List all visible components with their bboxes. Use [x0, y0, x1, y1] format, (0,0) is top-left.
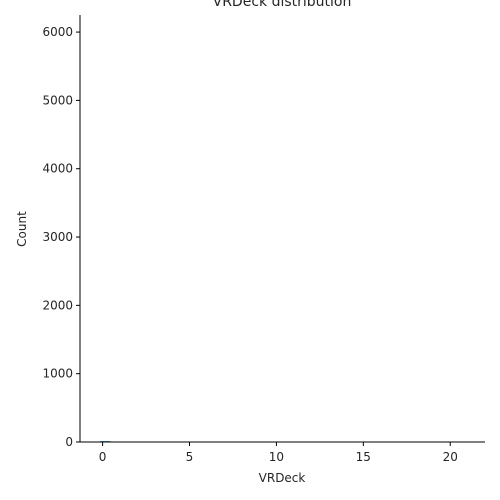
y-tick-label: 3000: [42, 230, 73, 244]
y-tick-label: 2000: [42, 298, 73, 312]
x-tick-label: 0: [99, 450, 107, 464]
histogram-bar: [99, 440, 106, 442]
y-tick-label: 5000: [42, 93, 73, 107]
x-tick-label: 10: [269, 450, 284, 464]
y-tick-label: 4000: [42, 162, 73, 176]
x-tick-label: 15: [356, 450, 371, 464]
chart-title: VRDeck distribution: [213, 0, 352, 10]
x-tick-label: 5: [186, 450, 194, 464]
y-tick-label: 0: [65, 435, 73, 449]
y-tick-label: 6000: [42, 25, 73, 39]
y-ticks-group: 0 1000 2000 3000 4000 5000 6000: [42, 25, 80, 449]
y-tick-label: 1000: [42, 367, 73, 381]
y-axis-label: Count: [15, 211, 29, 247]
x-tick-label: 20: [443, 450, 458, 464]
x-ticks-group: 0 5 10 15 20: [99, 442, 458, 464]
x-axis-label: VRDeck: [259, 471, 306, 485]
